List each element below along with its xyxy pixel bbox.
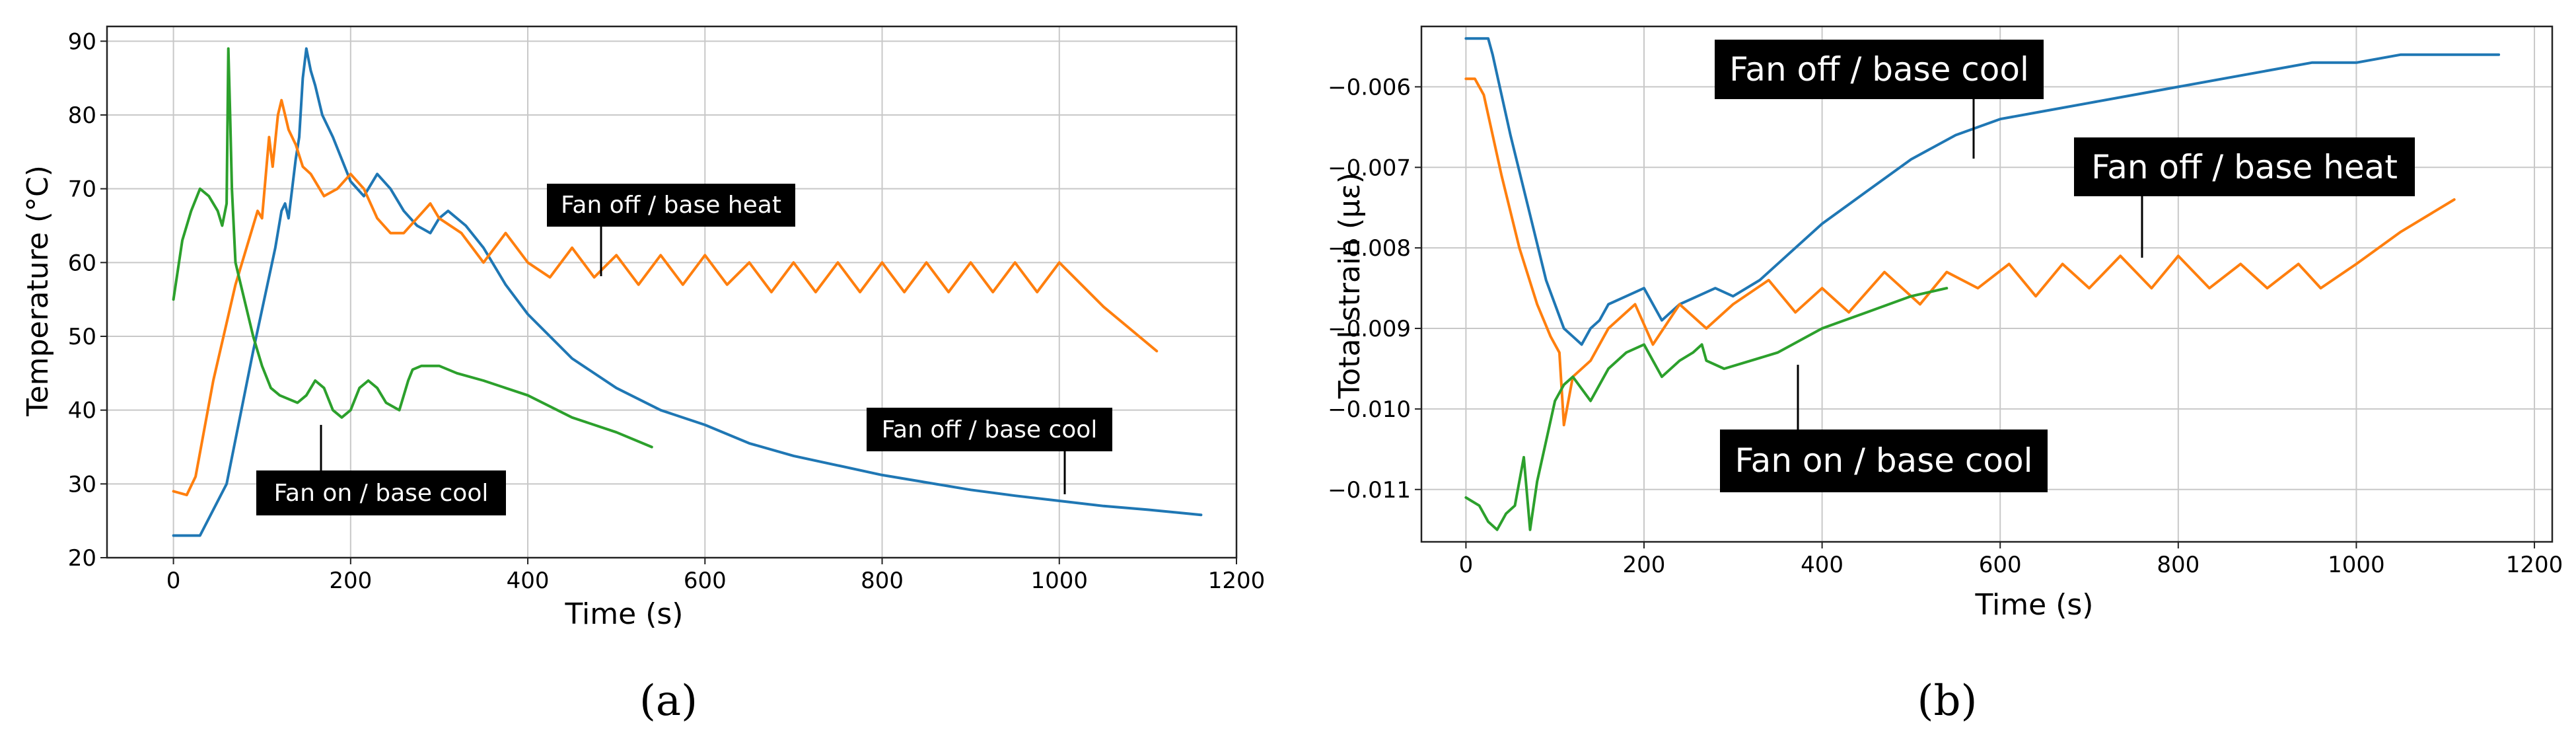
series-lines-a [172, 47, 1203, 537]
y-tick-label: 20 [68, 545, 96, 572]
annotation-fan-off-base-cool-a: Fan off / base cool [867, 408, 1112, 494]
y-tick-label: 70 [68, 176, 96, 203]
y-tick-label: 50 [68, 324, 96, 350]
panel-label-a: (a) [639, 677, 698, 726]
annotation-label: Fan on / base cool [274, 480, 489, 507]
y-tick-label: 90 [68, 28, 96, 55]
ticks-a: 0 200 400 600 800 1000 1200 20 30 40 50 60 70 80 90 [68, 28, 1266, 594]
annotation-label: Fan off / base heat [561, 192, 781, 219]
annotation-box [547, 184, 795, 227]
annotation-fan-off-base-heat-a: Fan off / base heat [547, 184, 795, 276]
x-tick-label: 800 [861, 568, 904, 594]
ticks-b: 0 200 400 600 800 1000 1200 −0.011 −0.010 −0.009 −… [1328, 74, 2563, 578]
x-tick-label: 1000 [1030, 568, 1088, 594]
x-tick-label: 800 [2157, 552, 2200, 578]
chart-a: 0 200 400 600 800 1000 1200 20 30 40 50 60 70 80 90 Ti… [21, 25, 1266, 726]
plot-frame-a [106, 25, 1238, 559]
series-lines-b [1464, 37, 2501, 531]
annotation-box [867, 408, 1112, 451]
y-tick-label: 40 [68, 398, 96, 424]
y-tick-label: −0.006 [1328, 74, 1411, 100]
y-tick-label: −0.011 [1328, 477, 1411, 504]
x-axis-label-b: Time (s) [1975, 588, 2094, 622]
annotation-fan-on-base-cool-a: Fan on / base cool [256, 425, 506, 515]
annotation-label: Fan off / base heat [2091, 148, 2398, 186]
annotation-box [1720, 430, 2048, 492]
annotation-fan-off-base-cool-b: Fan off / base cool [1715, 40, 2044, 159]
annotation-label: Fan off / base cool [882, 416, 1098, 443]
x-tick-label: 200 [329, 568, 372, 594]
series-line-0 [172, 47, 1203, 537]
chart-b: 0 200 400 600 800 1000 1200 −0.011 −0.010 −0.009 −… [1328, 25, 2563, 726]
annotation-fan-on-base-cool-b: Fan on / base cool [1720, 365, 2048, 492]
y-tick-label: 60 [68, 250, 96, 276]
series-line-2 [172, 47, 653, 449]
series-line-2 [1464, 287, 1949, 531]
series-line-1 [1464, 77, 2456, 427]
series-line-1 [172, 98, 1159, 497]
x-tick-label: 400 [507, 568, 550, 594]
x-tick-label: 400 [1801, 552, 1843, 578]
x-tick-label: 1200 [1208, 568, 1266, 594]
y-tick-label: −0.009 [1328, 316, 1411, 342]
x-tick-label: 600 [1979, 552, 2022, 578]
annotation-label: Fan off / base cool [1729, 50, 2029, 89]
x-axis-label-a: Time (s) [565, 597, 684, 631]
annotation-box [1715, 40, 2044, 99]
y-tick-label: −0.010 [1328, 396, 1411, 423]
x-tick-label: 0 [166, 568, 181, 594]
annotation-fan-off-base-heat-b: Fan off / base heat [2074, 137, 2415, 258]
y-axis-label-a: Temperature (°C) [21, 165, 55, 417]
annotation-label: Fan on / base cool [1735, 441, 2033, 480]
annotation-box [2074, 137, 2415, 196]
x-tick-label: 1000 [2328, 552, 2385, 578]
y-axis-label-b: Total strain (με) [1333, 172, 1367, 399]
x-tick-label: 0 [1459, 552, 1474, 578]
y-tick-label: 80 [68, 102, 96, 129]
y-tick-label: −0.007 [1328, 155, 1411, 181]
x-tick-label: 200 [1623, 552, 1666, 578]
annotation-box [256, 470, 506, 515]
series-line-0 [1464, 37, 2501, 346]
y-tick-label: 30 [68, 471, 96, 498]
x-tick-label: 1200 [2506, 552, 2563, 578]
plot-frame-b [1420, 25, 2554, 543]
x-tick-label: 600 [684, 568, 727, 594]
y-tick-label: −0.008 [1328, 235, 1411, 262]
panel-label-b: (b) [1917, 677, 1978, 726]
